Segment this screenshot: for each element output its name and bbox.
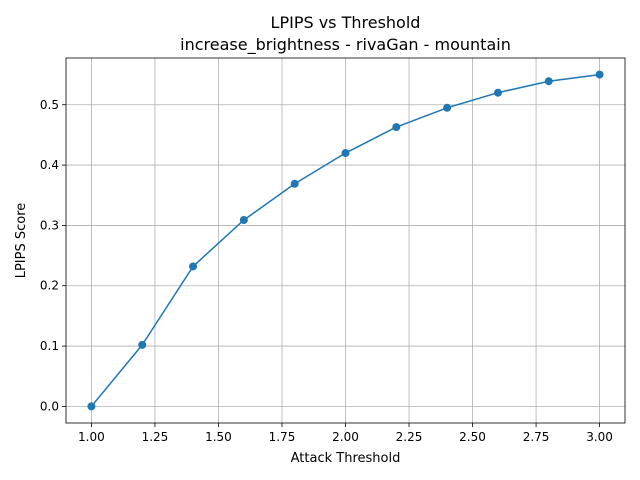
data-point (443, 103, 452, 112)
data-point (544, 77, 553, 86)
y-tick-label: 0.1 (40, 339, 59, 353)
x-tick-label: 2.50 (459, 430, 486, 444)
x-tick-label: 1.50 (205, 430, 232, 444)
x-tick-label: 1.25 (142, 430, 169, 444)
y-axis-label: LPIPS Score (14, 203, 29, 279)
data-point (290, 179, 299, 188)
y-tick-label: 0.0 (40, 399, 59, 413)
data-point (392, 123, 401, 132)
x-tick-label: 3.00 (586, 430, 613, 444)
data-point (493, 88, 502, 97)
chart-title: LPIPS vs Threshold (271, 13, 421, 32)
x-tick-label: 2.00 (332, 430, 359, 444)
x-tick-label: 2.75 (523, 430, 550, 444)
chart-subtitle: increase_brightness - rivaGan - mountain (180, 35, 511, 55)
y-tick-label: 0.3 (40, 218, 59, 232)
data-point (138, 340, 147, 349)
y-tick-label: 0.4 (40, 158, 59, 172)
grid (66, 58, 625, 423)
x-tick-label: 1.00 (78, 430, 105, 444)
data-point (189, 262, 198, 271)
y-tick-label: 0.2 (40, 279, 59, 293)
data-point (341, 149, 350, 158)
x-axis-label: Attack Threshold (291, 451, 401, 466)
data-point (87, 402, 96, 411)
data-series (87, 70, 604, 411)
axes: 1.00 1.25 1.50 1.75 2.00 2.25 2.50 2.75 3.00 0.0 0… (40, 57, 626, 444)
x-tick-label: 1.75 (269, 430, 296, 444)
data-point (595, 70, 604, 79)
data-point (239, 215, 248, 224)
y-tick-label: 0.5 (40, 98, 59, 112)
x-tick-label: 2.25 (396, 430, 423, 444)
